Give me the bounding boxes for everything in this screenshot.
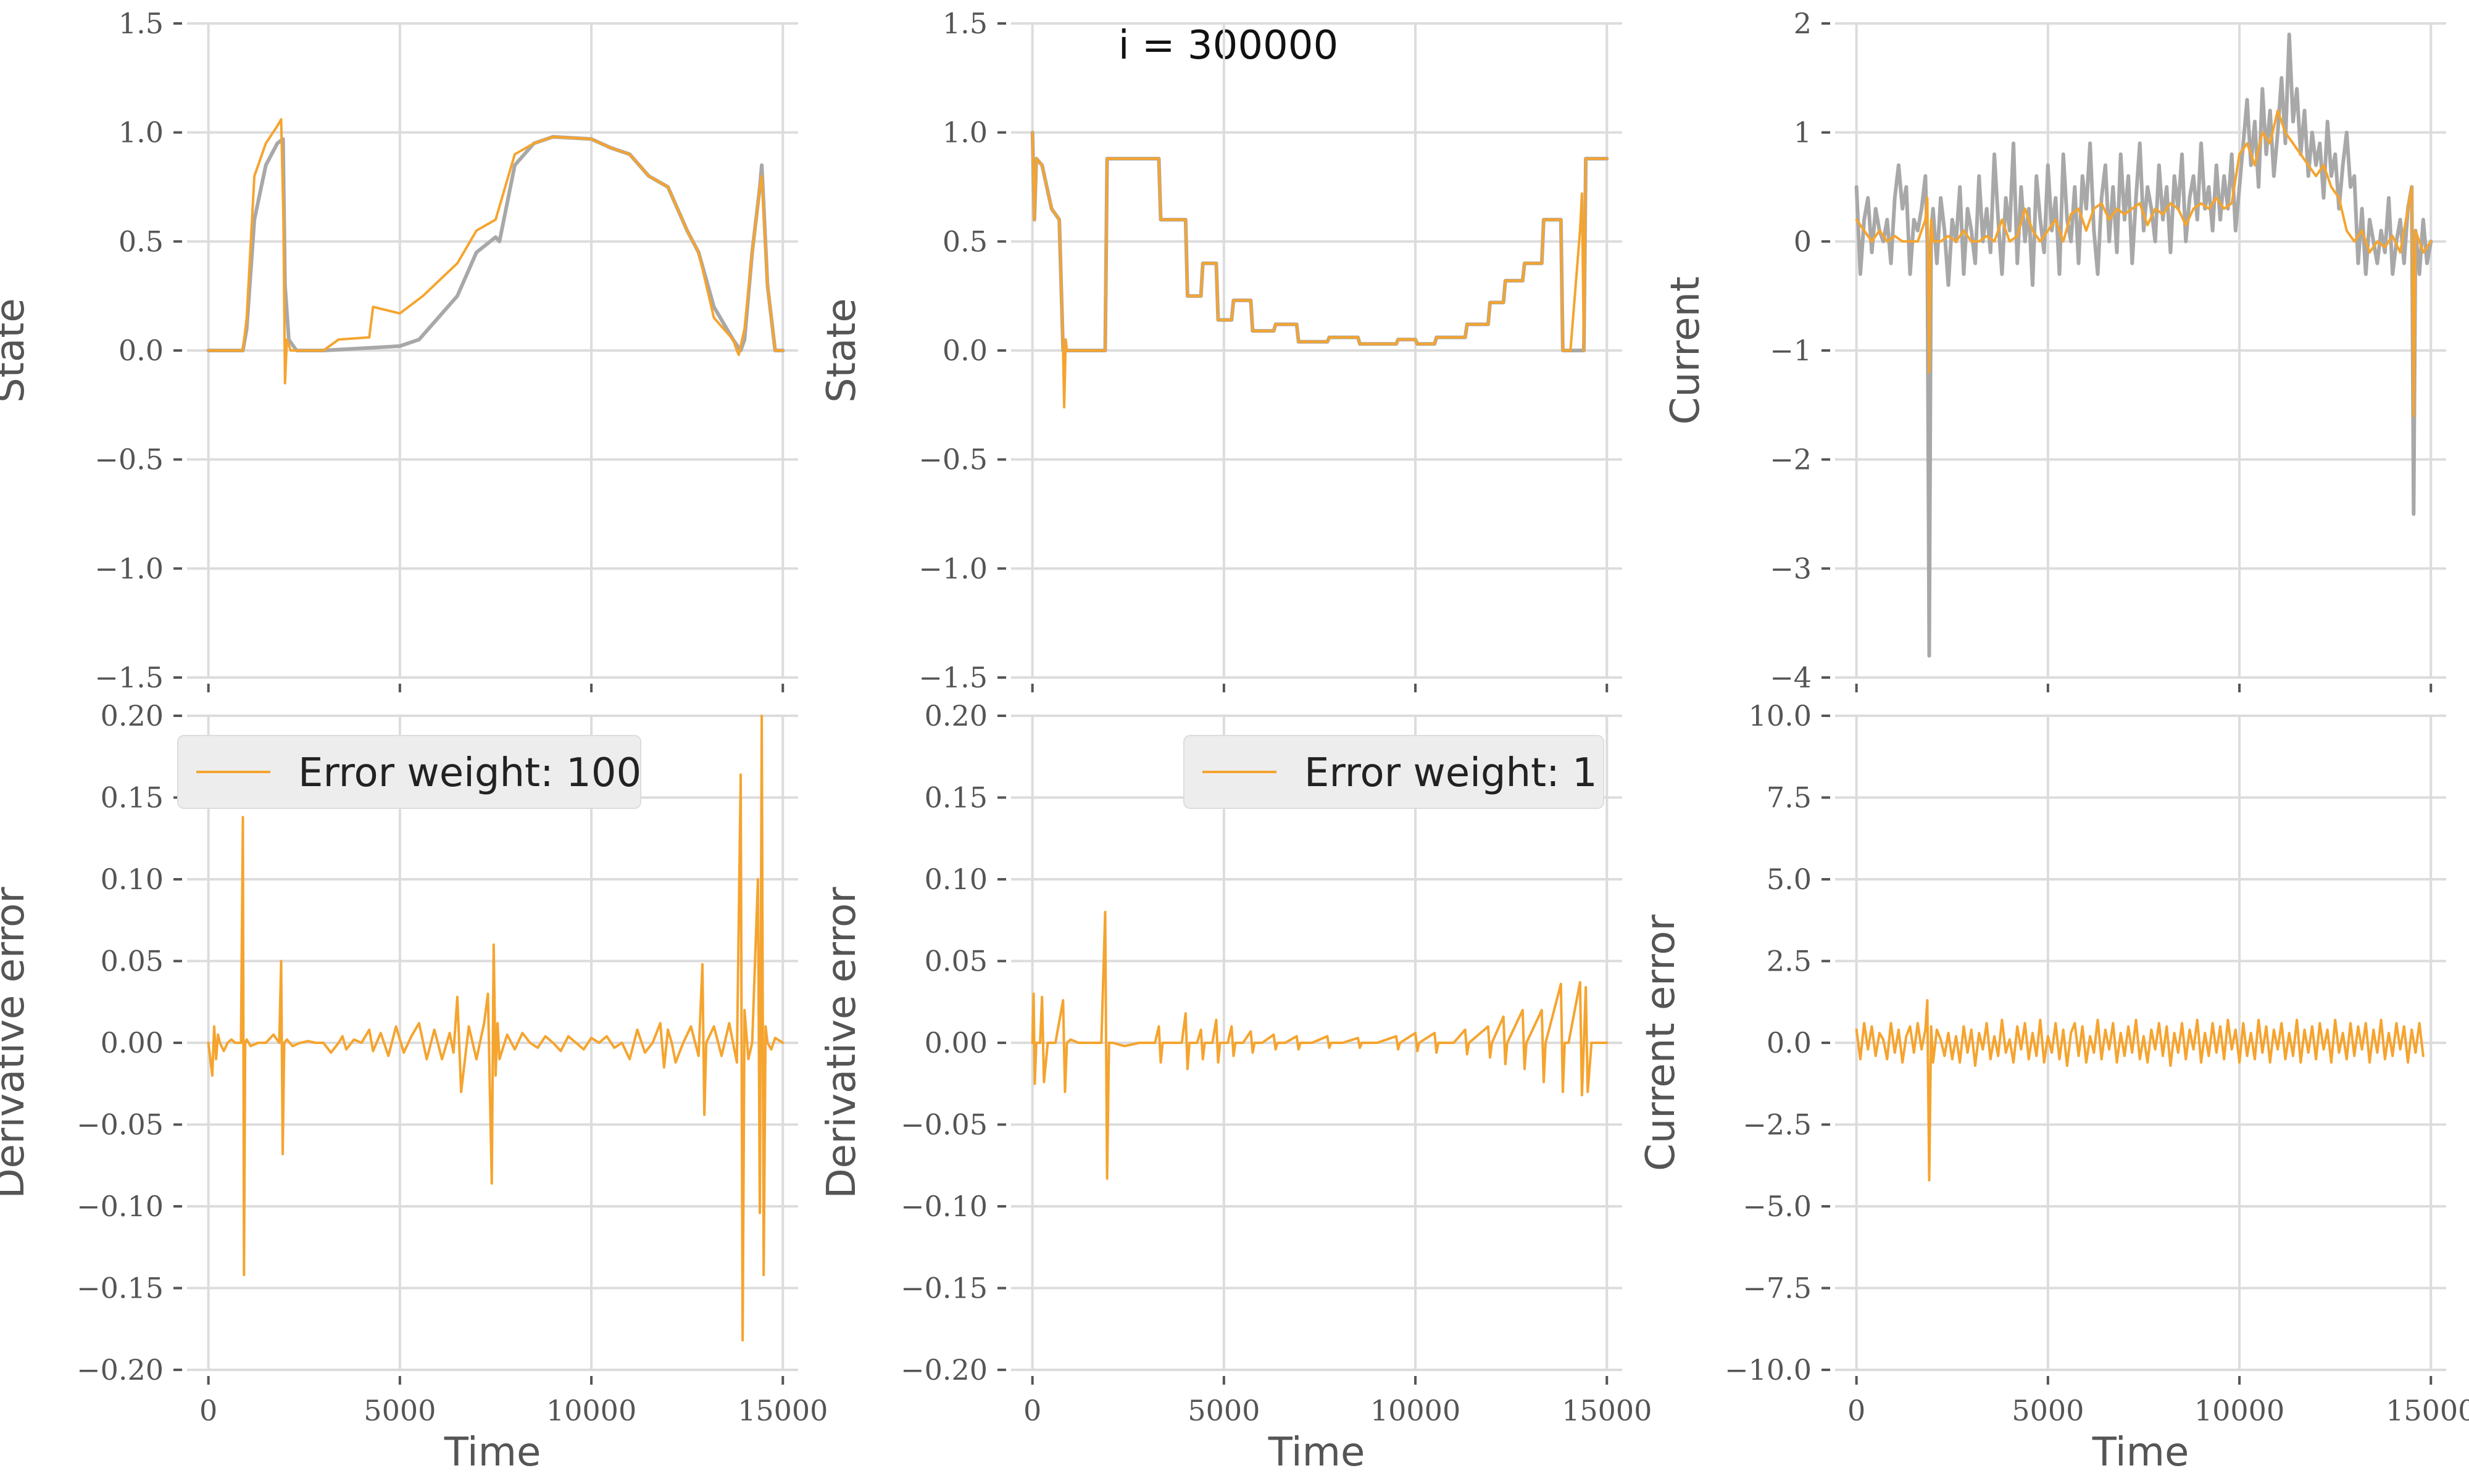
series-line-prediction bbox=[1855, 109, 2433, 417]
legend-label: Error weight: 1 bbox=[1304, 750, 1597, 796]
y-tick-label: −1.5 bbox=[94, 661, 164, 694]
x-axis-label: Time bbox=[1268, 1430, 1365, 1475]
y-tick-label: −2.5 bbox=[1742, 1108, 1812, 1142]
y-tick-label: 0.0 bbox=[119, 334, 164, 367]
y-tick-label: 0.05 bbox=[101, 945, 164, 978]
y-tick-label: 0.10 bbox=[101, 863, 164, 896]
y-tick-label: −5.0 bbox=[1742, 1190, 1812, 1223]
x-tick-label: 5000 bbox=[2012, 1394, 2084, 1427]
y-tick-label: −4 bbox=[1770, 661, 1812, 694]
y-tick-label: −1 bbox=[1770, 334, 1812, 367]
y-tick-label: −0.10 bbox=[901, 1190, 988, 1223]
y-tick-label: 0.10 bbox=[925, 863, 988, 896]
y-tick-label: −0.15 bbox=[901, 1272, 988, 1305]
y-tick-label: 0.20 bbox=[925, 699, 988, 732]
y-tick-label: −0.20 bbox=[901, 1353, 988, 1387]
y-tick-label: −0.05 bbox=[901, 1108, 988, 1142]
y-tick-label: 2 bbox=[1794, 7, 1812, 40]
series-line-error-weight-1 bbox=[1031, 911, 1609, 1180]
y-tick-label: 10.0 bbox=[1749, 699, 1812, 732]
y-axis-label: Current error bbox=[1638, 914, 1684, 1171]
y-tick-label: 1.5 bbox=[119, 7, 164, 40]
y-tick-label: 0.00 bbox=[101, 1026, 164, 1059]
y-tick-label: 0.0 bbox=[1767, 1026, 1812, 1059]
x-tick-label: 10000 bbox=[546, 1394, 636, 1427]
iteration-annotation: i = 300000 bbox=[1118, 23, 1338, 68]
panel-state-middle: −1.5 −1.0 −0.5 0.0 0.5 1.0 1.5 State bbox=[819, 7, 1622, 694]
y-tick-label: 1 bbox=[1794, 116, 1812, 149]
x-tick-label: 0 bbox=[199, 1394, 217, 1427]
y-tick-label: 0.00 bbox=[925, 1026, 988, 1059]
legend-box bbox=[177, 735, 641, 809]
y-tick-label: −0.20 bbox=[77, 1353, 164, 1387]
y-tick-label: 1.0 bbox=[943, 116, 988, 149]
y-tick-label: 2.5 bbox=[1767, 945, 1812, 978]
y-tick-label: −0.05 bbox=[77, 1108, 164, 1142]
y-tick-label: −7.5 bbox=[1742, 1272, 1812, 1305]
y-tick-label: 0.15 bbox=[101, 781, 164, 815]
panel-current-error-right: −10.0 −7.5 −5.0 −2.5 0.0 2.5 5.0 7.5 10.0 0 5000 10… bbox=[1638, 699, 2469, 1475]
y-tick-label: −1.0 bbox=[94, 552, 164, 585]
x-axis-label: Time bbox=[444, 1430, 541, 1475]
y-tick-label: 0.0 bbox=[943, 334, 988, 367]
series-line-error-weight-100 bbox=[207, 715, 785, 1342]
x-tick-label: 5000 bbox=[364, 1394, 436, 1427]
y-tick-label: 0.05 bbox=[925, 945, 988, 978]
x-tick-label: 0 bbox=[1023, 1394, 1041, 1427]
y-axis-label: Derivative error bbox=[0, 887, 33, 1199]
x-tick-label: 10000 bbox=[2194, 1394, 2284, 1427]
legend-box bbox=[1183, 735, 1604, 809]
y-axis-label: State bbox=[819, 298, 865, 402]
panel-current-right: −4 −3 −2 −1 0 1 2 Current bbox=[1663, 7, 2446, 694]
panel-state-left: −1.5 −1.0 −0.5 0.0 0.5 1.0 1.5 State bbox=[0, 7, 798, 694]
x-tick-label: 15000 bbox=[1562, 1394, 1652, 1427]
y-axis-label: Current bbox=[1663, 276, 1709, 425]
x-tick-label: 15000 bbox=[738, 1394, 828, 1427]
y-axis-label: State bbox=[0, 298, 33, 402]
y-tick-label: 0.5 bbox=[119, 225, 164, 258]
legend-label: Error weight: 100 bbox=[298, 750, 641, 796]
series-line-current-error bbox=[1855, 999, 2425, 1182]
x-tick-label: 15000 bbox=[2386, 1394, 2469, 1427]
y-tick-label: 5.0 bbox=[1767, 863, 1812, 896]
series-line-prediction bbox=[1031, 131, 1609, 408]
y-tick-label: −2 bbox=[1770, 443, 1812, 476]
y-tick-label: −0.15 bbox=[77, 1272, 164, 1305]
legend: Error weight: 1 bbox=[1183, 735, 1604, 809]
y-tick-label: −0.5 bbox=[918, 443, 988, 476]
series-line-true-current bbox=[1854, 32, 2433, 658]
panel-derivative-error-middle: −0.20 −0.15 −0.10 −0.05 0.00 0.05 0.10 0.15 0.20… bbox=[819, 699, 1652, 1475]
y-tick-label: −1.5 bbox=[918, 661, 988, 694]
panel-derivative-error-left: −0.20 −0.15 −0.10 −0.05 0.00 0.05 0.10 0.15 0.20… bbox=[0, 699, 828, 1475]
series-line-prediction bbox=[207, 118, 785, 384]
x-tick-label: 0 bbox=[1847, 1394, 1865, 1427]
y-tick-label: 7.5 bbox=[1767, 781, 1812, 815]
legend: Error weight: 100 bbox=[177, 735, 641, 809]
x-tick-label: 5000 bbox=[1188, 1394, 1260, 1427]
y-tick-label: 1.0 bbox=[119, 116, 164, 149]
y-tick-label: −3 bbox=[1770, 552, 1812, 585]
y-tick-label: −0.5 bbox=[94, 443, 164, 476]
y-axis-label: Derivative error bbox=[819, 887, 865, 1199]
y-tick-label: 1.5 bbox=[943, 7, 988, 40]
y-tick-label: 0 bbox=[1794, 225, 1812, 258]
y-tick-label: 0.5 bbox=[943, 225, 988, 258]
x-tick-label: 10000 bbox=[1370, 1394, 1460, 1427]
y-tick-label: −0.10 bbox=[77, 1190, 164, 1223]
y-tick-label: 0.15 bbox=[925, 781, 988, 815]
x-axis-label: Time bbox=[2092, 1430, 2189, 1475]
y-tick-label: −1.0 bbox=[918, 552, 988, 585]
y-tick-label: 0.20 bbox=[101, 699, 164, 732]
y-tick-label: −10.0 bbox=[1725, 1353, 1812, 1387]
